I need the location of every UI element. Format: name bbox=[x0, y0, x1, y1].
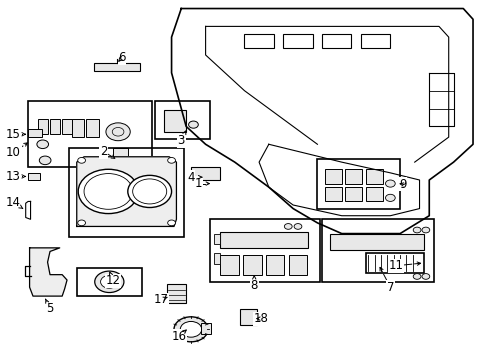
Text: 5: 5 bbox=[46, 302, 54, 315]
Bar bbox=[220, 255, 238, 275]
Bar bbox=[28, 173, 40, 180]
Bar bbox=[322, 219, 433, 282]
Bar bbox=[62, 119, 72, 134]
Bar bbox=[77, 267, 142, 296]
Circle shape bbox=[188, 121, 198, 128]
Bar bbox=[283, 33, 312, 48]
Circle shape bbox=[106, 123, 130, 141]
Circle shape bbox=[39, 156, 51, 165]
Bar bbox=[256, 317, 262, 322]
Text: 7: 7 bbox=[386, 281, 393, 294]
Bar bbox=[191, 167, 220, 180]
Circle shape bbox=[127, 175, 171, 207]
Circle shape bbox=[293, 224, 301, 229]
Bar bbox=[72, 119, 84, 137]
Bar bbox=[214, 253, 220, 264]
Text: 10: 10 bbox=[6, 146, 21, 159]
Circle shape bbox=[167, 220, 175, 226]
Polygon shape bbox=[30, 248, 67, 296]
Bar bbox=[210, 219, 319, 282]
Bar bbox=[38, 119, 47, 134]
Bar bbox=[288, 255, 306, 275]
Bar bbox=[345, 187, 362, 202]
Circle shape bbox=[421, 227, 429, 233]
Text: 12: 12 bbox=[105, 274, 121, 287]
Bar bbox=[28, 102, 152, 167]
Bar bbox=[365, 187, 382, 202]
Text: 13: 13 bbox=[6, 170, 21, 183]
Bar bbox=[345, 169, 362, 184]
Bar bbox=[366, 253, 424, 273]
Bar bbox=[50, 119, 60, 134]
Bar bbox=[86, 119, 99, 137]
Bar bbox=[94, 63, 140, 71]
Bar bbox=[324, 187, 341, 202]
Circle shape bbox=[95, 271, 123, 293]
Bar bbox=[154, 102, 210, 139]
Circle shape bbox=[385, 194, 394, 202]
Bar bbox=[244, 33, 273, 48]
Bar bbox=[164, 111, 186, 132]
Bar bbox=[166, 284, 186, 303]
Text: 11: 11 bbox=[388, 259, 403, 272]
Circle shape bbox=[412, 227, 420, 233]
Bar bbox=[317, 158, 399, 208]
Circle shape bbox=[421, 274, 429, 279]
Polygon shape bbox=[77, 157, 176, 226]
Circle shape bbox=[132, 179, 166, 204]
Bar bbox=[214, 234, 220, 244]
Circle shape bbox=[84, 174, 132, 209]
Text: 2: 2 bbox=[100, 145, 107, 158]
Text: 9: 9 bbox=[398, 178, 406, 191]
Circle shape bbox=[78, 157, 85, 163]
Circle shape bbox=[78, 220, 85, 226]
Text: 3: 3 bbox=[177, 134, 184, 147]
Text: 6: 6 bbox=[118, 51, 125, 64]
Bar bbox=[69, 148, 183, 237]
Bar bbox=[265, 255, 284, 275]
Circle shape bbox=[174, 317, 207, 342]
Text: 16: 16 bbox=[171, 330, 186, 343]
Circle shape bbox=[101, 275, 118, 288]
Bar bbox=[239, 309, 256, 325]
Text: 17: 17 bbox=[153, 293, 168, 306]
Bar bbox=[113, 148, 127, 162]
Bar bbox=[361, 33, 389, 48]
Circle shape bbox=[78, 169, 138, 213]
Text: 4: 4 bbox=[187, 171, 194, 184]
Text: 14: 14 bbox=[6, 196, 21, 209]
Circle shape bbox=[37, 140, 48, 149]
Text: 15: 15 bbox=[6, 128, 21, 141]
Bar bbox=[201, 323, 211, 334]
Circle shape bbox=[412, 274, 420, 279]
Circle shape bbox=[180, 321, 201, 337]
Circle shape bbox=[167, 157, 175, 163]
Text: 18: 18 bbox=[254, 312, 268, 325]
Text: 8: 8 bbox=[250, 279, 257, 292]
Circle shape bbox=[284, 224, 291, 229]
Bar bbox=[322, 33, 351, 48]
Bar bbox=[324, 169, 341, 184]
Text: 1: 1 bbox=[194, 177, 202, 190]
Bar bbox=[28, 129, 41, 137]
Bar bbox=[220, 232, 307, 248]
Bar bbox=[365, 169, 382, 184]
Circle shape bbox=[385, 180, 394, 187]
Bar bbox=[243, 255, 261, 275]
Bar bbox=[329, 234, 424, 249]
